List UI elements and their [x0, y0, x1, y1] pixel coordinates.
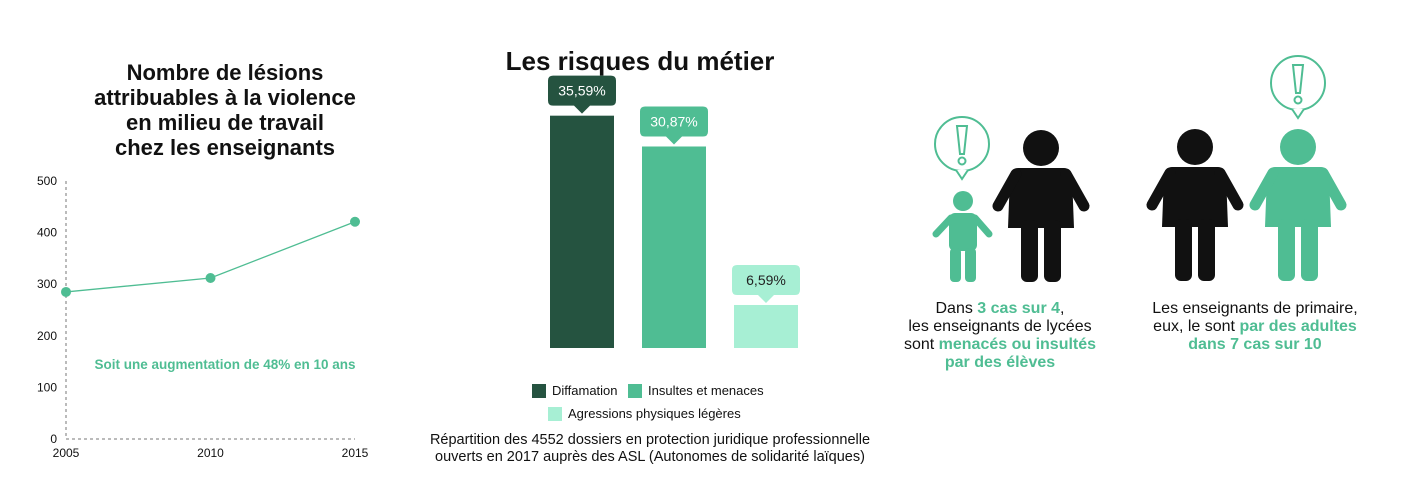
legend-swatch-agressions [548, 406, 562, 421]
x-tick-label-2010: 2010 [197, 446, 224, 460]
x-tick-label-2015: 2015 [342, 446, 369, 460]
adult-figure-icon [1146, 129, 1244, 281]
adult-figure-icon [1249, 129, 1347, 281]
legend-item-agressions: Agressions physiques légères [548, 406, 741, 421]
data-label-diffamation: 35,59% [558, 83, 605, 99]
y-tick-label-100: 100 [37, 380, 57, 394]
y-tick-label-0: 0 [50, 432, 57, 446]
data-label-insultes: 30,87% [650, 113, 697, 129]
y-tick-label-500: 500 [37, 174, 57, 188]
child-figure-icon [932, 191, 993, 282]
bar-diffamation [550, 115, 614, 348]
line-chart-annotation: Soit une augmentation de 48% en 10 ans [94, 357, 356, 372]
bar-chart-title: Les risques du métier [505, 46, 775, 76]
y-tick-label-400: 400 [37, 226, 57, 240]
legend-swatch-diffamation [532, 383, 546, 398]
data-label-agressions: 6,59% [746, 272, 786, 288]
legend-item-diffamation: Diffamation [532, 383, 618, 398]
bar-chart-caption: Répartition des 4552 dossiers en protect… [429, 432, 871, 465]
warning-bubble-icon [1270, 55, 1326, 120]
legend-item-insultes: Insultes et menaces [628, 383, 764, 398]
data-label-bubble-insultes [640, 106, 708, 145]
stat-left: Dans 3 cas sur 4, les enseignants de lyc… [903, 300, 1097, 371]
data-point-2015 [350, 216, 360, 227]
x-tick-label-2005: 2005 [53, 446, 80, 460]
bar-agressions [734, 304, 798, 348]
y-tick-label-200: 200 [37, 329, 57, 343]
line-chart: 0 100 200 300 400 500 2005 2010 2015 [37, 174, 369, 460]
data-point-2005 [61, 286, 71, 297]
data-label-bubble-agressions [732, 264, 800, 303]
bar-chart: 35,59% 30,87% 6,59% [548, 75, 800, 348]
stat-right: Les enseignants de primaire, eux, le son… [1152, 300, 1358, 353]
infographic-right-figures [1146, 55, 1347, 281]
data-point-2010 [205, 273, 216, 284]
legend-swatch-insultes [628, 383, 642, 398]
infographic-left-figures [932, 116, 1090, 282]
line-chart-title: Nombre de lésions attribuables à la viol… [94, 60, 356, 160]
data-label-bubble-diffamation [548, 75, 616, 114]
warning-bubble-icon [934, 116, 990, 181]
adult-figure-icon [992, 130, 1090, 282]
y-tick-label-300: 300 [37, 277, 57, 291]
bar-insultes [642, 146, 706, 348]
